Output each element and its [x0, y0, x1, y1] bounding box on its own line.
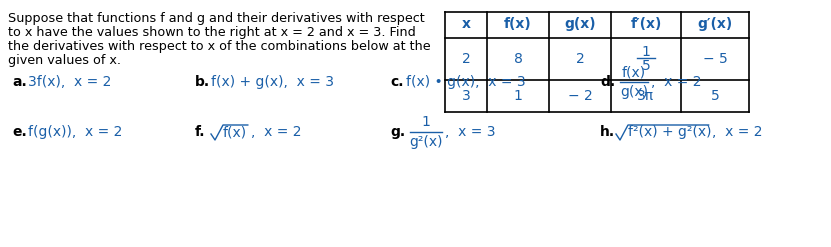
Text: c.: c.	[390, 75, 404, 89]
Text: 3: 3	[462, 89, 470, 103]
Text: ,  x = 2: , x = 2	[651, 75, 701, 89]
Text: 2: 2	[462, 52, 470, 66]
Text: given values of x.: given values of x.	[8, 54, 121, 67]
Text: b.: b.	[195, 75, 210, 89]
Text: g.: g.	[390, 125, 406, 139]
Text: g(x): g(x)	[564, 17, 596, 31]
Text: f(x) • g(x),  x = 3: f(x) • g(x), x = 3	[406, 75, 526, 89]
Text: f(g(x)),  x = 2: f(g(x)), x = 2	[28, 125, 122, 139]
Text: Suppose that functions f and g and their derivatives with respect: Suppose that functions f and g and their…	[8, 12, 425, 25]
Text: the derivatives with respect to x of the combinations below at the: the derivatives with respect to x of the…	[8, 40, 430, 53]
Text: f(x) + g(x),  x = 3: f(x) + g(x), x = 3	[211, 75, 334, 89]
Text: d.: d.	[600, 75, 615, 89]
Text: f²(x) + g²(x): f²(x) + g²(x)	[628, 125, 711, 139]
Text: a.: a.	[12, 75, 27, 89]
Text: ,  x = 2: , x = 2	[711, 125, 762, 139]
Text: 8: 8	[514, 52, 523, 66]
Text: ,  x = 2: , x = 2	[251, 125, 302, 139]
Text: 5: 5	[642, 59, 651, 73]
Text: f(x): f(x)	[622, 65, 646, 79]
Text: h.: h.	[600, 125, 615, 139]
Text: 2: 2	[576, 52, 584, 66]
Text: g(x): g(x)	[620, 85, 648, 99]
Text: 1: 1	[421, 115, 430, 129]
Text: 3f(x),  x = 2: 3f(x), x = 2	[28, 75, 111, 89]
Text: f(x): f(x)	[223, 125, 247, 139]
Text: − 2: − 2	[568, 89, 593, 103]
Text: e.: e.	[12, 125, 27, 139]
Text: x: x	[461, 17, 470, 31]
Text: 1: 1	[514, 89, 523, 103]
Text: 1: 1	[642, 45, 651, 59]
Text: g²(x): g²(x)	[409, 135, 443, 149]
Text: f.: f.	[195, 125, 205, 139]
Text: 5: 5	[711, 89, 720, 103]
Text: ,  x = 3: , x = 3	[445, 125, 495, 139]
Text: g′(x): g′(x)	[697, 17, 733, 31]
Text: 3π: 3π	[637, 89, 655, 103]
Text: f(x): f(x)	[504, 17, 532, 31]
Text: f′(x): f′(x)	[630, 17, 661, 31]
Text: − 5: − 5	[703, 52, 727, 66]
Text: to x have the values shown to the right at x = 2 and x = 3. Find: to x have the values shown to the right …	[8, 26, 416, 39]
